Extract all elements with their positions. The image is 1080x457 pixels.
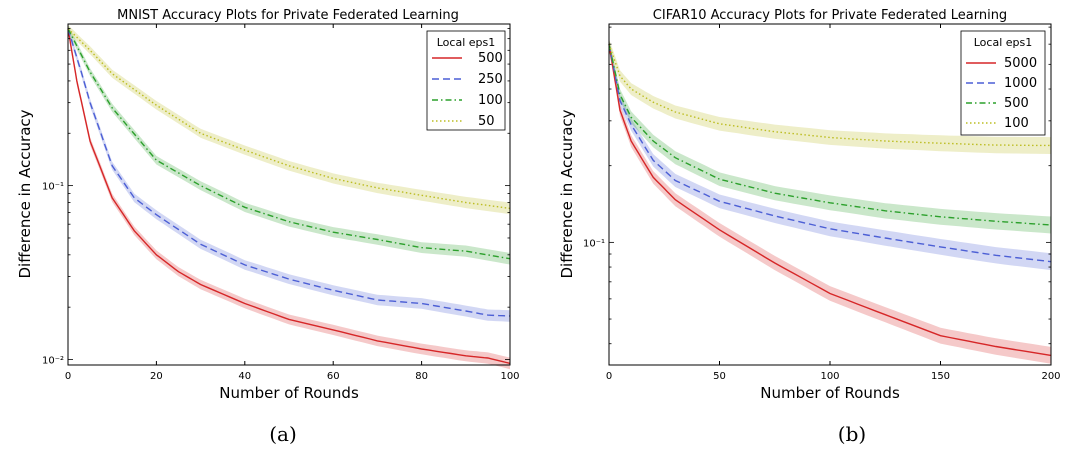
series-line-50 bbox=[67, 28, 511, 210]
legend-label-5000: 5000 bbox=[1004, 56, 1037, 71]
x-tick-label: 100 bbox=[820, 371, 839, 382]
plot-frame bbox=[608, 23, 1052, 366]
x-tick-label: 60 bbox=[327, 371, 340, 382]
series-lines bbox=[67, 28, 511, 365]
legend-label-500: 500 bbox=[478, 51, 503, 66]
legend-label-1000: 1000 bbox=[1004, 76, 1037, 91]
x-axis-label: Number of Rounds bbox=[219, 384, 359, 402]
x-tick-label: 80 bbox=[415, 371, 428, 382]
band-5000 bbox=[609, 38, 1051, 364]
x-axis-label: Number of Rounds bbox=[760, 384, 900, 402]
legend-label-250: 250 bbox=[478, 72, 503, 87]
legend-title: Local eps1 bbox=[437, 36, 496, 49]
x-tick-label: 20 bbox=[150, 371, 163, 382]
series-line-250 bbox=[67, 28, 511, 317]
chart-title: MNIST Accuracy Plots for Private Federat… bbox=[117, 8, 459, 23]
series-line-100 bbox=[67, 28, 511, 260]
y-tick-label: 10⁻¹ bbox=[583, 238, 605, 249]
legend-box bbox=[960, 30, 1046, 136]
confidence-bands bbox=[609, 38, 1051, 364]
band-500 bbox=[609, 38, 1051, 234]
series-line-500 bbox=[67, 28, 511, 365]
legend-label-100: 100 bbox=[1004, 116, 1029, 131]
series-line-5000 bbox=[608, 44, 1052, 357]
x-tick-label: 0 bbox=[65, 371, 71, 382]
legend: Local eps1 500 250 100 50 bbox=[426, 30, 506, 131]
legend-box bbox=[426, 30, 506, 131]
x-tick-label: 0 bbox=[606, 371, 612, 382]
caption-b: (b) bbox=[838, 422, 866, 446]
x-tick-label: 50 bbox=[713, 371, 726, 382]
legend-label-50: 50 bbox=[478, 114, 495, 129]
y-axis-label: Difference in Accuracy bbox=[16, 109, 34, 278]
plot-frame bbox=[67, 23, 511, 366]
y-tick-label: 10⁻² bbox=[42, 356, 64, 367]
cifar10-chart: CIFAR10 Accuracy Plots for Private Feder… bbox=[558, 8, 1061, 446]
legend-label-500: 500 bbox=[1004, 96, 1029, 111]
series-line-500 bbox=[608, 44, 1052, 226]
band-1000 bbox=[609, 38, 1051, 271]
caption-a: (a) bbox=[269, 422, 297, 446]
x-tick-label: 200 bbox=[1041, 371, 1060, 382]
chart-title: CIFAR10 Accuracy Plots for Private Feder… bbox=[653, 8, 1007, 23]
series-lines bbox=[608, 43, 1052, 357]
band-100 bbox=[609, 38, 1051, 154]
legend-label-100: 100 bbox=[478, 93, 503, 108]
y-axis-label: Difference in Accuracy bbox=[558, 109, 576, 278]
x-tick-label: 40 bbox=[238, 371, 251, 382]
y-tick-label: 10⁻¹ bbox=[42, 182, 64, 193]
series-line-1000 bbox=[608, 44, 1052, 263]
mnist-chart: MNIST Accuracy Plots for Private Federat… bbox=[16, 8, 520, 446]
x-tick-label: 150 bbox=[931, 371, 950, 382]
legend: Local eps1 5000 1000 500 100 bbox=[960, 30, 1046, 136]
x-tick-label: 100 bbox=[500, 371, 519, 382]
legend-title: Local eps1 bbox=[974, 36, 1033, 49]
